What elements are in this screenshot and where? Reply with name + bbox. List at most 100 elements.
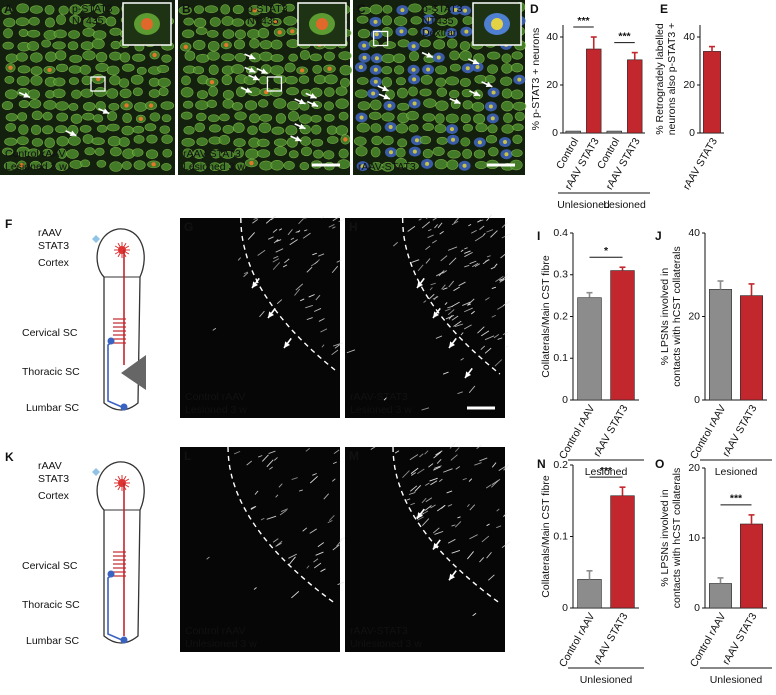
cell	[381, 76, 393, 88]
fibre	[332, 226, 336, 229]
fibre	[337, 581, 345, 586]
fibre	[272, 262, 281, 270]
cell	[17, 65, 31, 74]
cell	[259, 51, 273, 62]
caption: Unlesioned 3 w	[185, 638, 257, 650]
fibre	[410, 502, 416, 506]
cell	[29, 99, 42, 109]
panel-letter: I	[537, 229, 540, 243]
y-axis-label: % p-STAT3 + neurons	[530, 28, 542, 131]
cell	[3, 28, 13, 39]
fibre	[305, 447, 311, 452]
panel-letter: F	[5, 217, 12, 231]
fibre	[446, 490, 453, 494]
cell-core	[411, 67, 416, 72]
cell	[29, 160, 42, 169]
cell	[207, 40, 220, 52]
cell	[298, 75, 310, 84]
cell	[435, 65, 448, 75]
vector-site	[92, 468, 100, 476]
cell	[473, 113, 486, 125]
cell	[69, 14, 81, 25]
cell	[221, 16, 234, 26]
cell	[446, 159, 459, 170]
caption: rAAV-STAT3	[350, 625, 408, 637]
fibre	[501, 541, 511, 549]
cell	[511, 51, 523, 60]
lesion	[121, 355, 146, 390]
cell-core	[491, 90, 496, 95]
fibre	[474, 263, 481, 268]
fibre	[308, 294, 315, 298]
cell	[106, 88, 119, 99]
caption: Control rAAV	[185, 625, 246, 637]
cell	[28, 17, 40, 26]
cell	[381, 161, 395, 172]
cell	[422, 148, 433, 159]
cell	[285, 125, 298, 136]
fibre	[458, 281, 466, 287]
cell	[95, 101, 106, 112]
arrow-head	[248, 67, 256, 73]
panel-letter: J	[655, 229, 662, 243]
cell	[29, 5, 43, 14]
fibre	[331, 265, 339, 274]
arrow-head	[449, 573, 455, 581]
fibre	[451, 550, 461, 554]
fibre	[484, 335, 495, 341]
cell	[184, 50, 196, 61]
cell	[221, 74, 233, 86]
cell	[445, 113, 459, 124]
cell	[132, 53, 146, 62]
panel-letter: O	[655, 457, 664, 471]
cell	[208, 86, 218, 97]
neuron	[107, 337, 115, 345]
fibre	[273, 457, 278, 461]
fibre	[410, 467, 419, 474]
cell	[258, 122, 272, 134]
fibre	[438, 478, 443, 483]
fibre	[482, 232, 486, 236]
cell	[356, 15, 369, 24]
cell-core	[387, 103, 392, 108]
fibre	[433, 451, 442, 459]
cell	[109, 75, 121, 86]
cell	[408, 51, 420, 62]
fibre	[451, 524, 456, 527]
fibre	[206, 556, 210, 560]
panel-letter: L	[184, 449, 191, 463]
cell	[183, 17, 195, 26]
cell	[286, 87, 299, 96]
cell	[394, 16, 408, 27]
cell	[393, 53, 406, 64]
nucleus	[138, 116, 144, 122]
fibre	[429, 287, 433, 291]
cell	[270, 54, 284, 62]
fibre	[246, 460, 252, 466]
arrow-head	[381, 85, 389, 92]
cell	[244, 100, 258, 111]
fibre	[290, 237, 295, 241]
region-box	[90, 76, 106, 92]
error-bar	[748, 283, 755, 296]
fibre	[289, 239, 298, 246]
arrow	[290, 135, 302, 142]
fibre	[447, 246, 458, 251]
cell	[301, 146, 312, 157]
cell	[488, 147, 499, 157]
arrow-head	[449, 341, 455, 348]
fibre	[466, 551, 474, 560]
cell	[335, 125, 349, 136]
cell-core	[504, 152, 509, 157]
fibre	[462, 301, 471, 306]
fibre	[427, 234, 434, 239]
cell	[93, 114, 104, 123]
fibre	[474, 235, 484, 242]
fibre	[278, 483, 283, 488]
fibre	[320, 568, 326, 572]
cell-core	[374, 32, 379, 37]
panel-letter: N	[537, 457, 546, 471]
cell	[67, 41, 79, 51]
